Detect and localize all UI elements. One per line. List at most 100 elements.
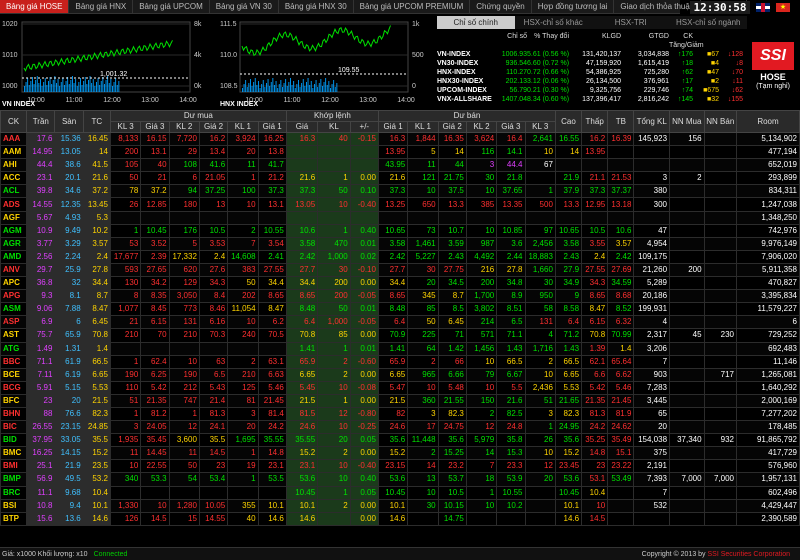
nav-tab-1[interactable]: Bảng giá HNX [69,0,134,13]
english-flag-icon[interactable] [756,3,770,12]
stock-row[interactable]: BMP 56.9 49.5 53.2 340 53.3 54 53.4 1 53.5 53.6 10 0… [0,472,800,487]
nav-tab-0[interactable]: Bảng giá HOSE [0,0,70,13]
cell-0[interactable]: ASM [0,302,28,317]
cell-0[interactable]: ADS [0,197,28,212]
col-header-10[interactable]: Tổng KL [633,110,671,133]
cell-0[interactable]: BCE [0,367,28,382]
index-tab-2[interactable]: HSX-TRI [592,16,670,29]
sub-header-4[interactable]: KL 1 [227,121,259,133]
cell-0[interactable]: AMD [0,249,28,264]
cell-0[interactable]: BSI [0,498,28,513]
cell-0[interactable]: ATG [0,341,28,356]
nav-tab-8[interactable]: Giao dịch thỏa thuận [614,0,702,13]
cell-0[interactable]: AGM [0,223,28,238]
cell-0[interactable]: BMI [0,459,28,474]
stock-row[interactable]: AMD 2.56 2.24 2.4 17,677 2.39 17,332 2.4 14,608 2… [0,249,800,264]
cell-0[interactable]: AGR [0,236,28,251]
col-header-9[interactable]: TB [607,110,635,133]
stock-row[interactable]: BIC 26.55 23.15 24.85 3 24.05 12 24.1 20 24.2 24.6… [0,420,800,435]
cell-0[interactable]: ACL [0,184,28,199]
sub-header-9[interactable]: Giá 1 [377,121,409,133]
stock-row[interactable]: BFC 23 20 21.5 51 21.35 747 21.4 81 21.45 21.5 1 0.0… [0,393,800,408]
stock-row[interactable]: BTP 15.6 13.6 14.6 126 14.5 15 14.55 40 14.6 14.6 0… [0,511,800,526]
cell-0[interactable]: ACC [0,171,28,186]
col-header-3[interactable]: TC [82,110,111,133]
stock-row[interactable]: AGR 3.77 3.29 3.57 53 3.52 5 3.53 7 3.54 3.58 470 0.… [0,236,800,251]
stock-row[interactable]: AST 75.7 65.9 70.8 210 70 210 70.3 240 70.5 70.8 85… [0,328,800,343]
cell-0[interactable]: APC [0,276,28,291]
sub-header-11[interactable]: Giá 2 [437,121,467,133]
cell-0[interactable]: BHN [0,406,28,422]
cell-0[interactable]: BMP [0,472,28,487]
stock-row[interactable]: APC 36.8 32 34.4 130 34.2 129 34.3 50 34.4 34.4 200… [0,276,800,291]
cell-0[interactable]: ASP [0,315,28,330]
col-header-11[interactable]: NN Mua [669,110,705,133]
stock-row[interactable]: AHI 44.4 38.6 41.5 105 40 108 41.6 11 41.7 43.95 11… [0,158,800,173]
cell-0[interactable]: AAM [0,145,28,160]
sub-header-7[interactable]: KL [317,121,351,133]
cell-0[interactable]: AAA [0,131,28,147]
sub-header-3[interactable]: Giá 2 [198,121,229,133]
sub-header-14[interactable]: KL 3 [524,121,556,133]
cell-0[interactable]: BMC [0,446,28,461]
stock-row[interactable]: BSI 10.8 9.4 10.1 1,330 10 1,280 10.05 355 10.1 10… [0,498,800,513]
stock-row[interactable]: AAA 17.6 15.36 16.45 8,133 16.15 7,720 16.2 3,92… [0,131,800,147]
sub-header-12[interactable]: KL 2 [465,121,498,133]
col-header-2[interactable]: Sàn [54,110,84,133]
stock-row[interactable]: BRC 11.1 9.68 10.4 10.45 1 0.05 10.45 10 10.5 1 10.… [0,485,800,500]
sub-header-6[interactable]: Giá [285,121,319,133]
stock-row[interactable]: BBC 71.1 61.9 66.5 1 62.4 10 63 2 63.1 65.9 2 -0.60 6… [0,354,800,369]
sub-header-13[interactable]: Giá 3 [496,121,526,133]
nav-tab-6[interactable]: Chứng quyền [470,0,532,13]
index-row[interactable]: HNX-INDEX 110.27 0.72 (0.66 %) 54,386,925 72… [437,68,747,77]
vietnam-flag-icon[interactable]: ★ [776,3,790,12]
col-header-7[interactable]: Cao [554,110,583,133]
cell-0[interactable]: AGF [0,210,28,225]
sub-header-10[interactable]: KL 1 [407,121,439,133]
cell-0[interactable]: AHI [0,158,28,173]
col-header-13[interactable]: Room [736,110,800,133]
cell-0[interactable]: BRC [0,485,28,500]
nav-tab-7[interactable]: Hợp đồng tương lai [532,0,615,13]
index-row[interactable]: VNX-ALLSHARE 1407.04 8.34 (0.60 %) 137,396,… [437,95,747,104]
cell-0[interactable]: AST [0,328,28,343]
stock-row[interactable]: BHN 88 76.6 82.3 1 81.2 1 81.3 3 81.4 81.5 12 -0.80 8… [0,406,800,422]
col-header-0[interactable]: CK [0,110,28,133]
index-row[interactable]: VN30-INDEX 936.54 6.60 (0.72 %) 47,159,920 1… [437,59,747,68]
sub-header-2[interactable]: KL 2 [168,121,200,133]
stock-row[interactable]: BMI 25.1 21.9 23.5 10 22.55 50 23 19 23.1 23.1 10 -0… [0,459,800,474]
stock-row[interactable]: ADS 14.55 12.35 13.45 26 12.85 180 13 10 13.1 13.0… [0,197,800,212]
cell-0[interactable]: ANV [0,262,28,278]
sub-header-0[interactable]: KL 3 [109,121,142,133]
col-header-12[interactable]: NN Bán [703,110,738,133]
stock-row[interactable]: ASM 9.06 7.88 8.47 1,077 8.45 773 8.46 11,054 8.4… [0,302,800,317]
col-group-bid[interactable]: Dư mua [109,110,287,122]
stock-row[interactable]: ACC 23.1 20.1 21.6 50 21 6 21.05 1 21.2 21.6 1 0.00 2… [0,171,800,186]
stock-row[interactable]: APG 9.3 8.1 8.7 8 8.35 3,050 8.4 202 8.65 8.65 200-… [0,289,800,304]
cell-0[interactable]: BTP [0,511,28,526]
stock-row[interactable]: BCE 7.11 6.19 6.65 190 6.25 190 6.5 210 6.63 6.65 2… [0,367,800,382]
nav-tab-4[interactable]: Bảng giá HNX 30 [279,0,354,13]
nav-tab-3[interactable]: Bảng giá VN 30 [210,0,279,13]
cell-0[interactable]: BID [0,433,28,448]
col-header-1[interactable]: Trần [26,110,56,133]
stock-row[interactable]: ASP 6.9 6 6.45 21 6.15 131 6.16 10 6.2 6.4 1,000 -0.… [0,315,800,330]
brand-link[interactable]: SSI Securities Corporation [707,551,790,558]
sub-header-5[interactable]: Giá 1 [257,121,287,133]
index-row[interactable]: UPCOM-INDEX 56.79 0.21 (0.30 %) 9,325,756 22… [437,86,747,95]
index-tab-1[interactable]: HSX-chỉ số khác [514,16,592,29]
stock-row[interactable]: AGF 5.67 4.93 5.3 1,348,250 [0,210,800,225]
stock-row[interactable]: ANV 29.7 25.9 27.8 593 27.65 620 27.6 383 27.55 27… [0,262,800,278]
stock-row[interactable]: BID 37.95 33.05 35.5 1,935 35.45 3,600 35.5 1,69… [0,433,800,448]
stock-row[interactable]: BCG 5.91 5.15 5.53 110 5.42 212 5.43 125 5.46 5.45… [0,380,800,395]
sub-header-8[interactable]: +/- [349,121,379,133]
cell-0[interactable]: APG [0,289,28,304]
col-group-match[interactable]: Khớp lệnh [285,110,379,122]
index-tab-3[interactable]: HSX-chỉ số ngành [669,16,747,29]
nav-tab-2[interactable]: Bảng giá UPCOM [133,0,210,13]
cell-0[interactable]: BBC [0,354,28,369]
cell-0[interactable]: BFC [0,393,28,408]
nav-tab-5[interactable]: Bảng giá UPCOM PREMIUM [354,0,471,13]
cell-0[interactable]: BCG [0,380,28,395]
stock-row[interactable]: ACL 39.8 34.6 37.2 78 37.2 94 37.25 100 37.3 37.3 5… [0,184,800,199]
